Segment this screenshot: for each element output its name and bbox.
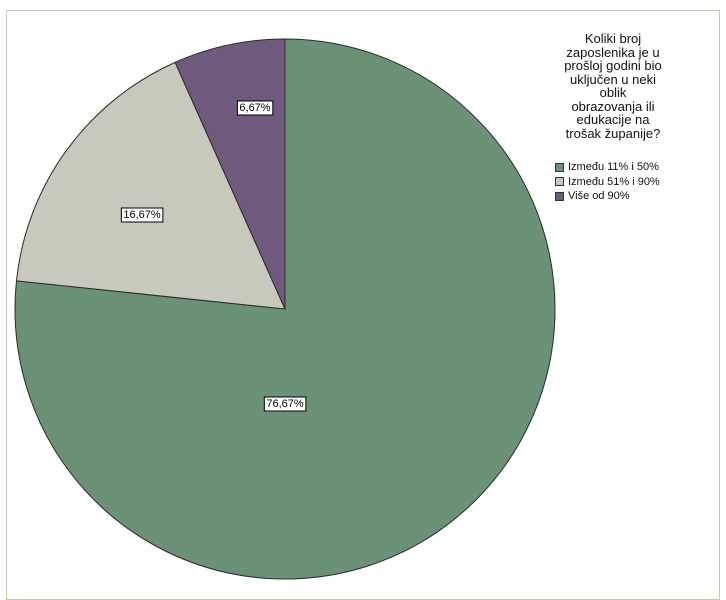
legend-label: Između 51% i 90%	[568, 175, 660, 188]
slice-data-label-text: 76,67%	[266, 398, 304, 410]
legend: Između 11% i 50% Između 51% i 90% Više o…	[555, 160, 660, 204]
legend-swatch	[555, 177, 564, 187]
legend-item: Između 51% i 90%	[555, 175, 660, 190]
slice-data-label: 76,67%	[263, 396, 307, 412]
pie-slice	[15, 61, 286, 310]
slice-data-label-box	[120, 207, 164, 223]
slice-data-label: 6,67%	[236, 100, 274, 116]
slice-data-label-box	[236, 100, 274, 116]
legend-item: Između 11% i 50%	[555, 160, 660, 175]
legend-label: Između 11% i 50%	[568, 161, 659, 174]
legend-title: Koliki broj zaposlenika je u prošloj god…	[564, 31, 662, 141]
slice-data-label-box	[263, 396, 307, 412]
legend-item: Više od 90%	[555, 189, 660, 204]
legend-swatch	[555, 191, 564, 201]
slice-data-label-text: 6,67%	[239, 102, 270, 114]
slice-data-label: 16,67%	[120, 207, 164, 223]
legend-swatch	[555, 162, 564, 172]
legend-label: Više od 90%	[568, 190, 630, 203]
pie-slices	[14, 38, 556, 580]
pie-data-labels: 76,67% 16,67% 6,67%	[120, 100, 307, 412]
slice-data-label-text: 16,67%	[123, 209, 161, 221]
